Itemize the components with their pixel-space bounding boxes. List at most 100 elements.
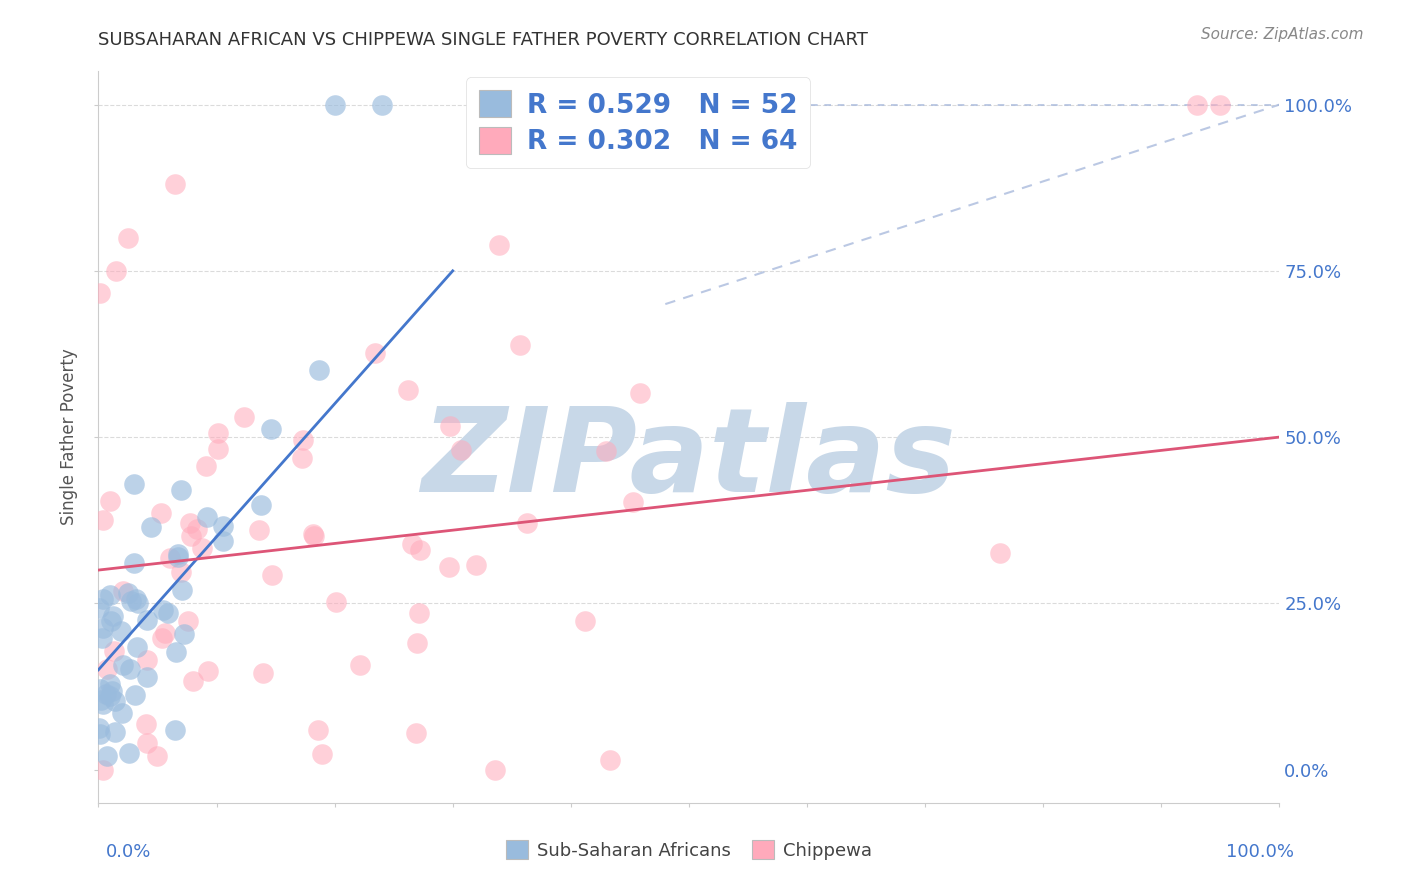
- Point: [349, 658, 371, 673]
- Point: [167, 547, 190, 561]
- Y-axis label: Single Father Poverty: Single Father Poverty: [60, 349, 79, 525]
- Point: [101, 608, 124, 623]
- Text: 100.0%: 100.0%: [1226, 843, 1294, 861]
- Point: [103, 644, 125, 658]
- Point: [139, 519, 162, 533]
- Text: ZIPatlas: ZIPatlas: [422, 401, 956, 516]
- Point: [91, 697, 114, 711]
- Point: [87, 721, 110, 735]
- Point: [146, 748, 169, 763]
- Point: [628, 386, 651, 401]
- Point: [401, 537, 423, 551]
- Point: [173, 627, 195, 641]
- Point: [125, 640, 148, 654]
- Point: [195, 510, 218, 524]
- Point: [396, 383, 419, 397]
- Point: [170, 582, 193, 597]
- Point: [122, 477, 145, 491]
- Point: [166, 550, 188, 565]
- Point: [98, 689, 121, 703]
- Point: [118, 662, 141, 676]
- Point: [89, 681, 111, 696]
- Point: [516, 516, 538, 530]
- Point: [191, 541, 214, 556]
- Point: [94, 687, 117, 701]
- Point: [325, 595, 347, 609]
- Point: [484, 763, 506, 777]
- Point: [197, 665, 219, 679]
- Point: [439, 559, 461, 574]
- Point: [165, 177, 187, 191]
- Point: [292, 433, 315, 447]
- Point: [122, 556, 145, 570]
- Point: [159, 550, 181, 565]
- Point: [91, 513, 114, 527]
- Point: [249, 524, 271, 538]
- Point: [156, 607, 179, 621]
- Point: [112, 657, 135, 672]
- Point: [450, 443, 472, 458]
- Point: [406, 635, 429, 649]
- Point: [152, 631, 174, 645]
- Point: [177, 614, 200, 628]
- Point: [170, 483, 193, 497]
- Point: [163, 723, 186, 737]
- Point: [409, 543, 432, 558]
- Point: [149, 506, 172, 520]
- Point: [408, 606, 430, 620]
- Point: [100, 614, 122, 628]
- Point: [363, 346, 385, 360]
- Point: [488, 237, 510, 252]
- Point: [91, 631, 114, 645]
- Point: [170, 566, 193, 580]
- Point: [96, 749, 118, 764]
- Point: [135, 736, 157, 750]
- Point: [111, 706, 134, 721]
- Point: [207, 442, 229, 456]
- Point: [90, 693, 112, 707]
- Point: [110, 624, 132, 639]
- Point: [302, 529, 325, 543]
- Point: [135, 717, 157, 731]
- Point: [91, 621, 114, 635]
- Point: [179, 516, 201, 531]
- Point: [574, 615, 596, 629]
- Point: [181, 673, 204, 688]
- Point: [250, 498, 273, 512]
- Point: [262, 568, 284, 582]
- Point: [91, 763, 114, 777]
- Point: [302, 526, 325, 541]
- Point: [98, 677, 121, 691]
- Point: [621, 495, 644, 509]
- Point: [1185, 97, 1208, 112]
- Point: [89, 727, 111, 741]
- Point: [118, 746, 141, 760]
- Point: [153, 626, 176, 640]
- Text: SUBSAHARAN AFRICAN VS CHIPPEWA SINGLE FATHER POVERTY CORRELATION CHART: SUBSAHARAN AFRICAN VS CHIPPEWA SINGLE FA…: [98, 31, 869, 49]
- Point: [405, 726, 427, 740]
- Point: [136, 669, 159, 683]
- Point: [465, 558, 488, 573]
- Point: [194, 459, 217, 474]
- Point: [439, 418, 461, 433]
- Point: [89, 285, 111, 300]
- Point: [152, 602, 174, 616]
- Point: [127, 596, 149, 610]
- Text: 0.0%: 0.0%: [105, 843, 150, 861]
- Point: [311, 747, 333, 761]
- Point: [111, 583, 134, 598]
- Point: [323, 97, 346, 112]
- Point: [212, 519, 235, 533]
- Point: [371, 97, 394, 112]
- Point: [91, 591, 114, 606]
- Point: [104, 725, 127, 739]
- Point: [87, 601, 110, 615]
- Point: [98, 588, 121, 602]
- Point: [252, 665, 274, 680]
- Point: [124, 688, 146, 702]
- Point: [117, 586, 139, 600]
- Legend: Sub-Saharan Africans, Chippewa: Sub-Saharan Africans, Chippewa: [499, 833, 879, 867]
- Point: [105, 264, 128, 278]
- Point: [98, 493, 121, 508]
- Point: [1209, 97, 1232, 112]
